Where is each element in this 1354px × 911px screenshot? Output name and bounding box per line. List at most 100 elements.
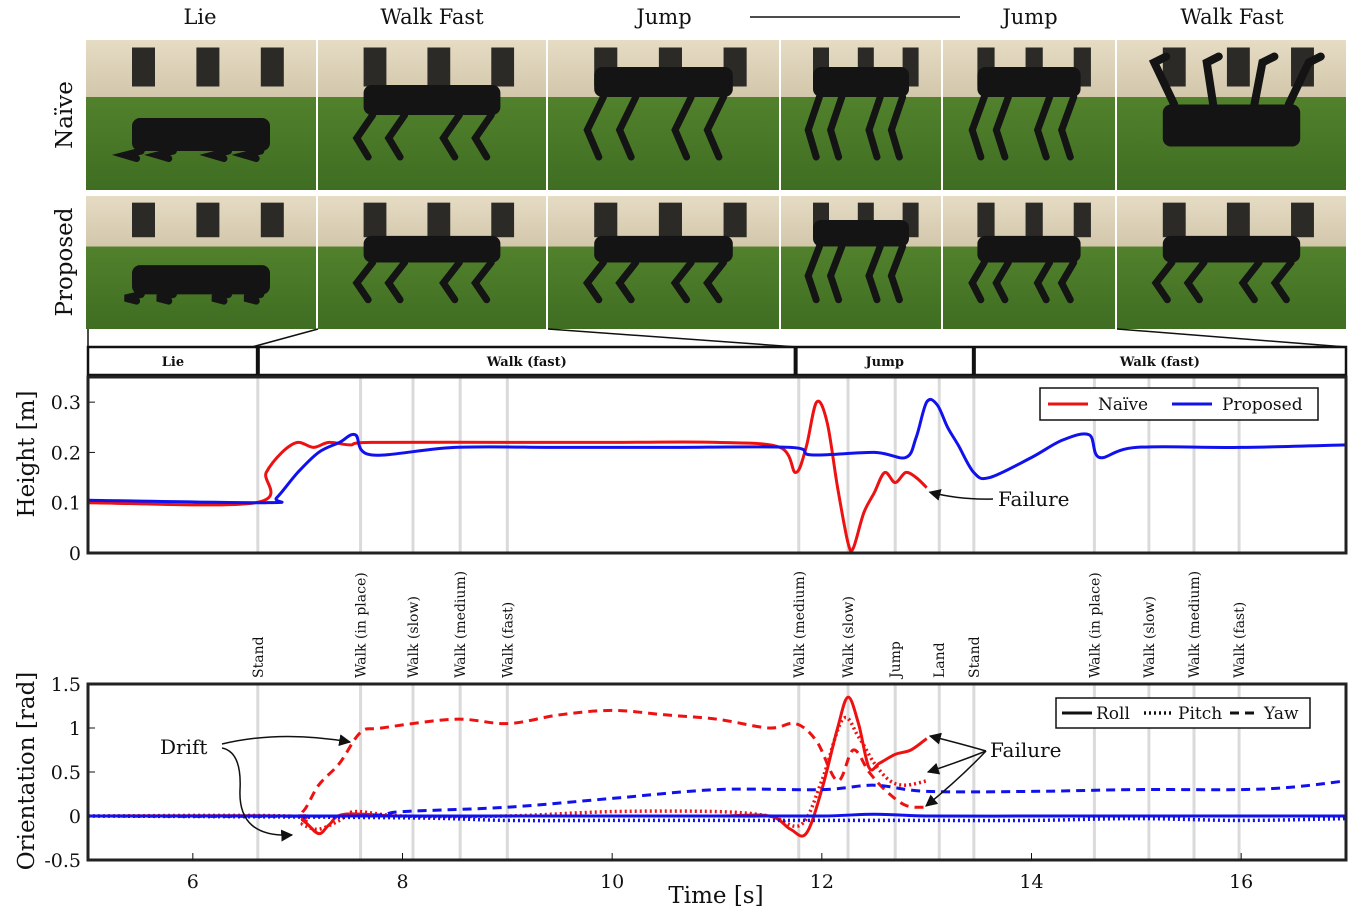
robot-silhouette [804,219,909,304]
marker-label: Stand [967,636,983,678]
phase-bar: Lie Walk (fast) Jump Walk (fast) [86,328,1348,377]
x-tick-label: 6 [187,871,199,893]
phase-label: Lie [162,355,184,370]
y-tick-label: 0.1 [51,493,81,515]
robot-body [132,118,270,151]
photo-door [658,202,682,238]
robot-leg [384,111,409,161]
y-tick-label: 0 [69,543,81,565]
photo-door [427,202,451,238]
robot-leg [1270,259,1295,304]
x-tick-label: 12 [810,871,834,893]
robot-silhouette [352,85,501,161]
robot-silhouette [583,67,733,161]
failure-arrow [928,732,987,752]
y-tick-label: 1.5 [51,674,81,696]
robot-silhouette [111,118,270,162]
photo-door [260,47,284,87]
failure-arrow [925,750,987,807]
orientation-line-pitch-naive [87,715,928,832]
robot-leg [992,259,1012,304]
robot-leg [804,243,823,304]
robot-body [813,219,909,247]
robot-silhouette [1148,52,1325,147]
robot-leg [439,111,463,161]
robot-body [363,85,501,115]
failure-arrow [928,489,994,501]
legend-label-pitch: Pitch [1178,704,1222,724]
marker-label: Jump [888,641,904,680]
photo-grid [86,40,1346,329]
robot-body [977,67,1081,97]
robot-body [594,235,733,263]
robot-leg [352,111,377,161]
marker-label: Walk (medium) [1187,571,1203,678]
drift-arrow [221,734,352,747]
robot-leg [583,93,607,161]
robot-leg [1183,259,1208,304]
photo-naive-2 [318,40,546,190]
robot-leg [1250,52,1279,109]
y-tick-label: 0 [69,806,81,828]
annotation-failure-orientation: Failure [990,738,1062,762]
column-label-jump: Jump [634,5,691,29]
marker-label: Land [932,642,948,678]
failure-arrow [926,750,987,775]
photo-naive-5 [943,40,1115,190]
robot-silhouette [352,235,501,304]
robot-leg [1057,259,1078,304]
phase-bar-frame [86,345,1348,377]
marker-label: Walk (medium) [453,571,469,678]
photo-door [132,202,155,238]
robot-leg [470,259,495,304]
photo-door [1162,202,1186,238]
photo-naive-6 [1117,40,1346,190]
robot-body [813,67,909,97]
photo-door [196,47,220,87]
marker-label: Walk (slow) [406,596,422,678]
drift-arrow [221,747,294,842]
robot-silhouette [804,67,909,161]
robot-silhouette [124,265,270,305]
photo-proposed-6 [1117,196,1346,329]
robot-leg [124,290,145,305]
marker-labels: Stand Walk (in place) Walk (slow) Walk (med… [251,571,1248,680]
legend-label-proposed: Proposed [1222,395,1303,415]
orientation-line-roll-proposed [88,812,1346,818]
row-label-naive: Naïve [52,81,78,149]
y-tick-label: 0.5 [51,762,81,784]
robot-leg [471,111,495,161]
marker-label: Walk (fast) [1232,602,1248,678]
orientation-plot-frame [86,682,1348,862]
y-tick-label: 0.3 [51,392,81,414]
marker-label: Walk (medium) [792,571,808,678]
photo-door [1226,202,1250,238]
photo-door [427,47,451,87]
column-label-walk-fast: Walk Fast [380,5,484,29]
photo-door [1226,47,1250,87]
photo-door [260,202,284,238]
zoom-connector [547,328,798,348]
robot-leg [670,259,695,304]
height-line-naive [87,399,928,553]
legend-label-yaw: Yaw [1263,704,1299,724]
y-tick-label: 1 [69,718,81,740]
orientation-legend [1055,697,1311,729]
robot-body [594,67,733,97]
robot-silhouette [968,67,1081,161]
robot-leg [352,259,377,304]
photo-naive-4 [781,40,941,190]
height-line-proposed [87,397,1347,505]
robot-silhouette [1151,235,1301,304]
robot-silhouette [968,235,1081,304]
robot-body [1162,104,1301,147]
photo-naive-1 [86,40,316,190]
x-tick-label: 10 [600,871,624,893]
robot-leg [1151,259,1176,304]
annotation-drift: Drift [160,735,207,759]
marker-label: Walk (fast) [500,602,516,678]
marker-label: Stand [251,636,267,678]
height-plot-frame [86,375,1348,555]
robot-leg [968,93,988,161]
